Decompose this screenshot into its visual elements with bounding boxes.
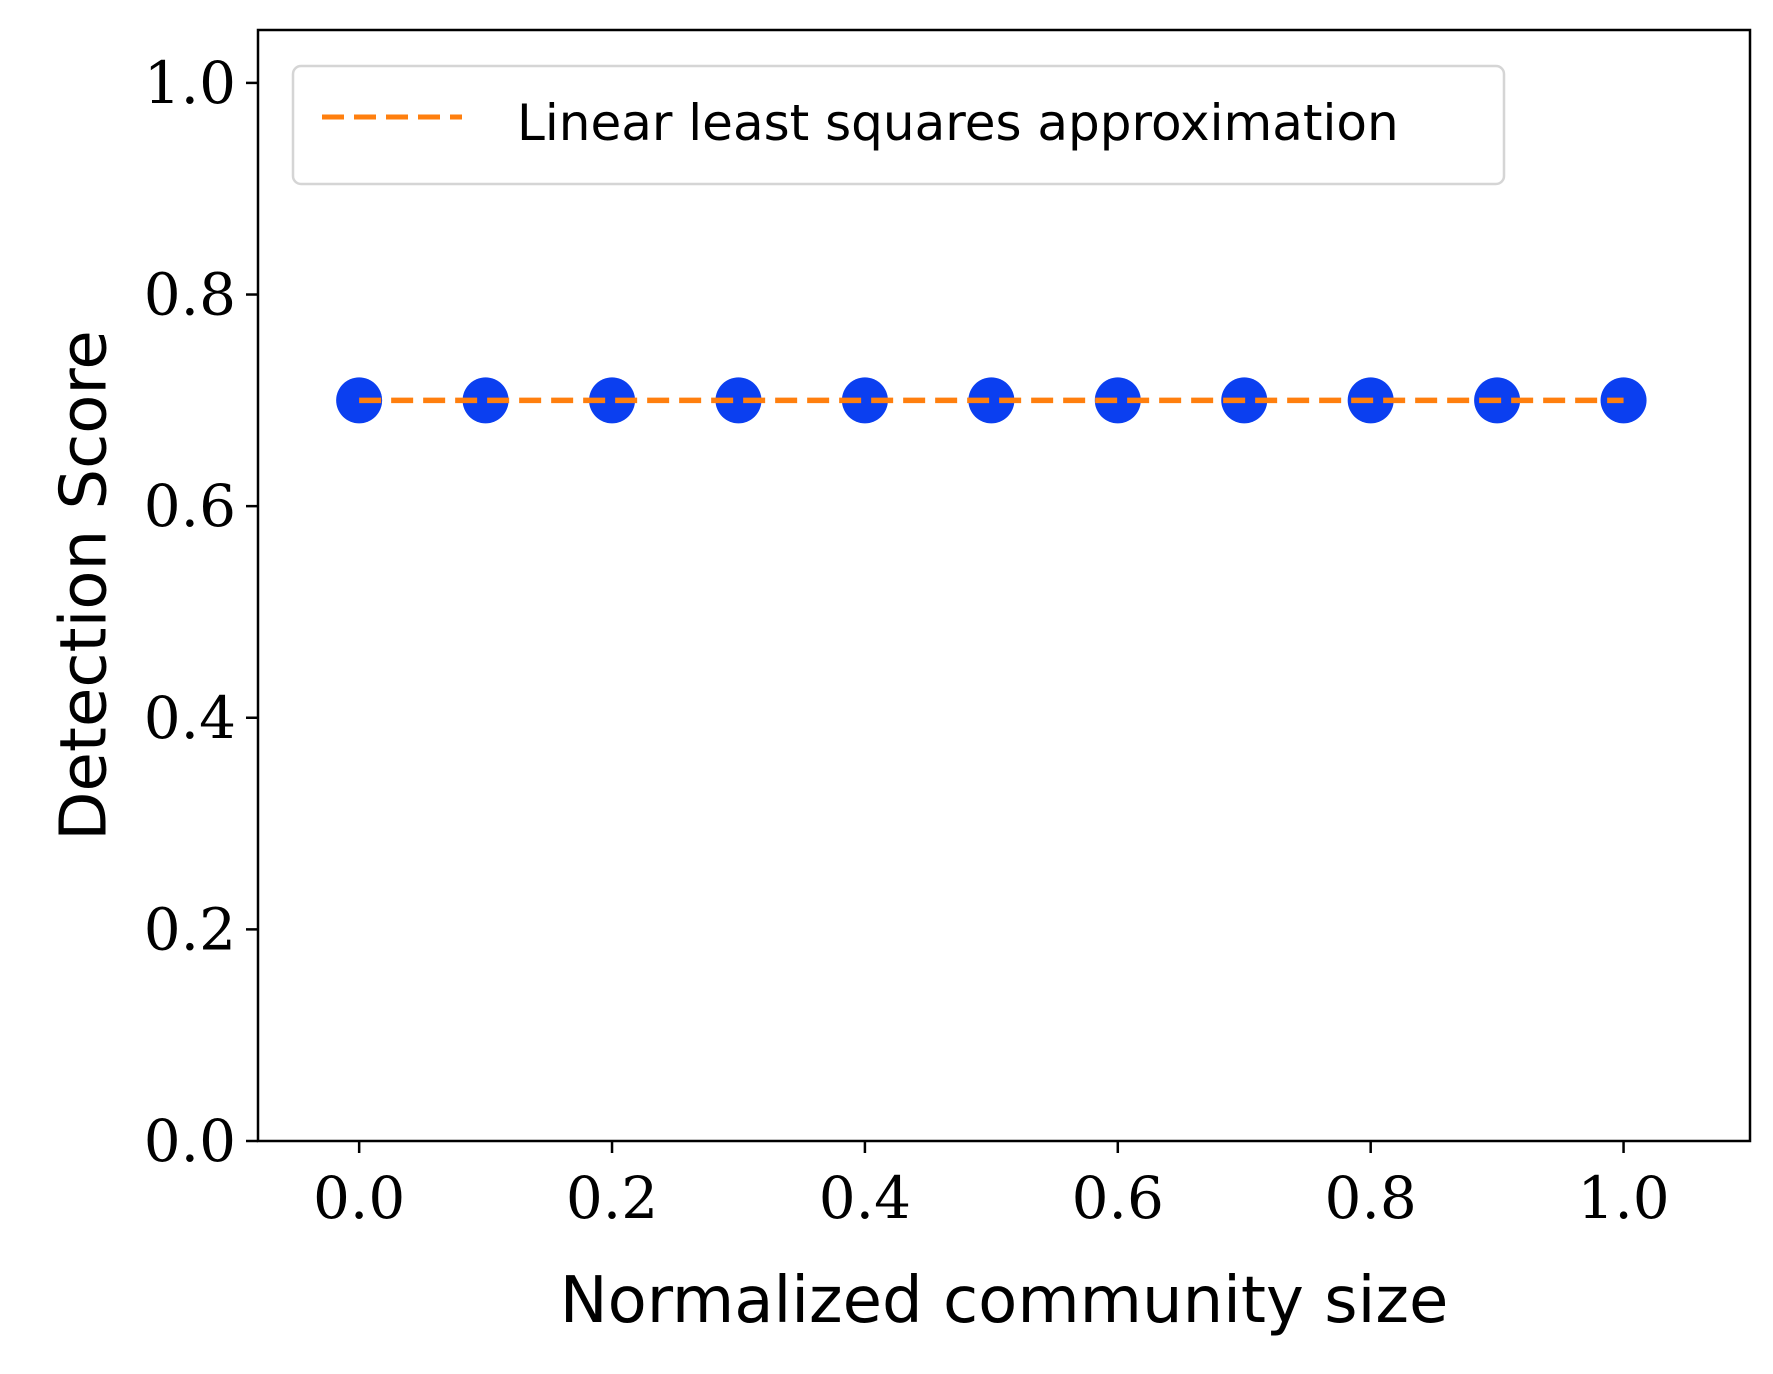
data-point [715,377,762,424]
legend: Linear least squares approximation [291,64,1506,186]
x-tick-label: 0.6 [1072,1164,1164,1232]
y-tick-label: 0.2 [144,895,236,963]
y-tick-label: 0.4 [144,684,236,752]
y-tick-label: 1.0 [144,49,236,117]
plot-frame [256,28,1752,1143]
data-point [462,377,509,424]
y-axis-label: Detection Score [48,330,122,841]
data-point [1094,377,1141,424]
ticks-layer: 0.0 0.2 0.4 0.6 0.8 1.0 0.0 0.2 0.4 0.6 0.8 1.0 [144,49,1670,1232]
data-point [589,377,636,424]
y-tick-label: 0.6 [144,472,236,540]
x-tick-label: 1.0 [1577,1164,1669,1232]
x-tick-label: 0.4 [819,1164,911,1232]
x-tick-label: 0.8 [1325,1164,1417,1232]
y-tick-label: 0.0 [144,1107,236,1175]
legend-box [291,64,1506,186]
marks-layer [336,377,1647,424]
legend-entry-label: Linear least squares approximation [517,94,1399,152]
data-point [1600,377,1647,424]
x-tick-label: 0.0 [313,1164,405,1232]
y-tick-label: 0.8 [144,261,236,329]
data-point [968,377,1015,424]
x-axis-label: Normalized community size [560,1264,1449,1338]
data-point [841,377,888,424]
x-tick-label: 0.2 [566,1164,658,1232]
